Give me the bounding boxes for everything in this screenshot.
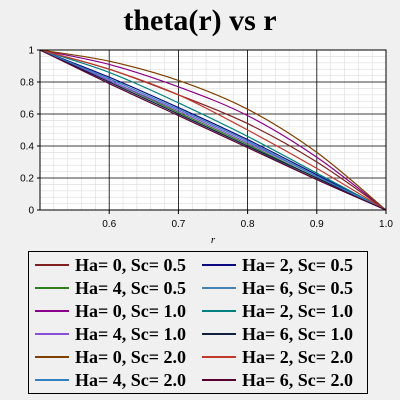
legend-label: Ha= 0, Sc= 1.0 bbox=[75, 300, 187, 321]
legend-item: Ha= 4, Sc= 1.0 bbox=[35, 324, 186, 344]
legend-label: Ha= 6, Sc= 1.0 bbox=[242, 323, 354, 344]
legend-label: Ha= 2, Sc= 0.5 bbox=[242, 254, 354, 275]
series-line-11 bbox=[39, 49, 387, 211]
legend-item: Ha= 2, Sc= 2.0 bbox=[202, 347, 353, 367]
legend-item: Ha= 4, Sc= 0.5 bbox=[35, 278, 186, 298]
x-tick-label: 1.0 bbox=[379, 219, 393, 230]
x-tick-label: 0.9 bbox=[310, 219, 324, 230]
legend-label: Ha= 6, Sc= 0.5 bbox=[242, 277, 354, 298]
legend: Ha= 0, Sc= 0.5 Ha= 2, Sc= 0.5 Ha= 4, Sc= 0… bbox=[28, 251, 368, 394]
legend-item: Ha= 6, Sc= 2.0 bbox=[202, 370, 353, 390]
legend-swatch bbox=[35, 264, 69, 266]
legend-swatch bbox=[202, 264, 236, 266]
legend-item: Ha= 6, Sc= 0.5 bbox=[202, 278, 353, 298]
series-line-5 bbox=[39, 49, 387, 211]
legend-swatch bbox=[35, 379, 69, 381]
plot-frame bbox=[39, 49, 387, 211]
legend-label: Ha= 4, Sc= 2.0 bbox=[75, 369, 187, 390]
chart-title: theta(r) vs r bbox=[123, 4, 277, 37]
legend-item: Ha= 0, Sc= 2.0 bbox=[35, 347, 186, 367]
series-line-10 bbox=[39, 49, 387, 211]
legend-swatch bbox=[35, 310, 69, 312]
series-line-6 bbox=[39, 49, 387, 211]
x-axis-label: r bbox=[211, 234, 216, 246]
series-line-2 bbox=[39, 49, 387, 211]
legend-item: Ha= 6, Sc= 1.0 bbox=[202, 324, 353, 344]
legend-label: Ha= 2, Sc= 2.0 bbox=[242, 346, 354, 367]
legend-swatch bbox=[202, 287, 236, 289]
x-tick-label: 0.7 bbox=[171, 219, 185, 230]
series-line-8 bbox=[39, 49, 387, 211]
legend-swatch bbox=[35, 356, 69, 358]
series-line-12 bbox=[39, 49, 387, 211]
legend-swatch bbox=[35, 287, 69, 289]
legend-swatch bbox=[202, 356, 236, 358]
y-tick-label: 0.2 bbox=[20, 174, 34, 185]
legend-item: Ha= 4, Sc= 2.0 bbox=[35, 370, 186, 390]
legend-item: Ha= 2, Sc= 1.0 bbox=[202, 301, 353, 321]
y-tick-label: 0.4 bbox=[20, 142, 34, 153]
y-tick-label: 0.8 bbox=[20, 78, 34, 89]
legend-label: Ha= 4, Sc= 0.5 bbox=[75, 277, 187, 298]
y-tick-label: 0.6 bbox=[20, 110, 34, 121]
legend-label: Ha= 6, Sc= 2.0 bbox=[242, 369, 354, 390]
legend-swatch bbox=[202, 333, 236, 335]
x-tick-label: 0.6 bbox=[102, 219, 116, 230]
legend-label: Ha= 0, Sc= 0.5 bbox=[75, 254, 187, 275]
y-tick-label: 0 bbox=[28, 206, 34, 217]
series-line-9 bbox=[39, 49, 387, 211]
legend-swatch bbox=[35, 333, 69, 335]
x-tick-label: 0.8 bbox=[241, 219, 255, 230]
legend-item: Ha= 0, Sc= 1.0 bbox=[35, 301, 186, 321]
legend-label: Ha= 2, Sc= 1.0 bbox=[242, 300, 354, 321]
legend-swatch bbox=[202, 379, 236, 381]
legend-item: Ha= 0, Sc= 0.5 bbox=[35, 255, 186, 275]
legend-label: Ha= 4, Sc= 1.0 bbox=[75, 323, 187, 344]
legend-swatch bbox=[202, 310, 236, 312]
legend-item: Ha= 2, Sc= 0.5 bbox=[202, 255, 353, 275]
y-tick-label: 1 bbox=[28, 46, 34, 57]
legend-label: Ha= 0, Sc= 2.0 bbox=[75, 346, 187, 367]
chart-plot: 0.6 0.7 0.8 0.9 1.0 0 0.2 0.4 0.6 0.8 1 r bbox=[20, 46, 393, 247]
